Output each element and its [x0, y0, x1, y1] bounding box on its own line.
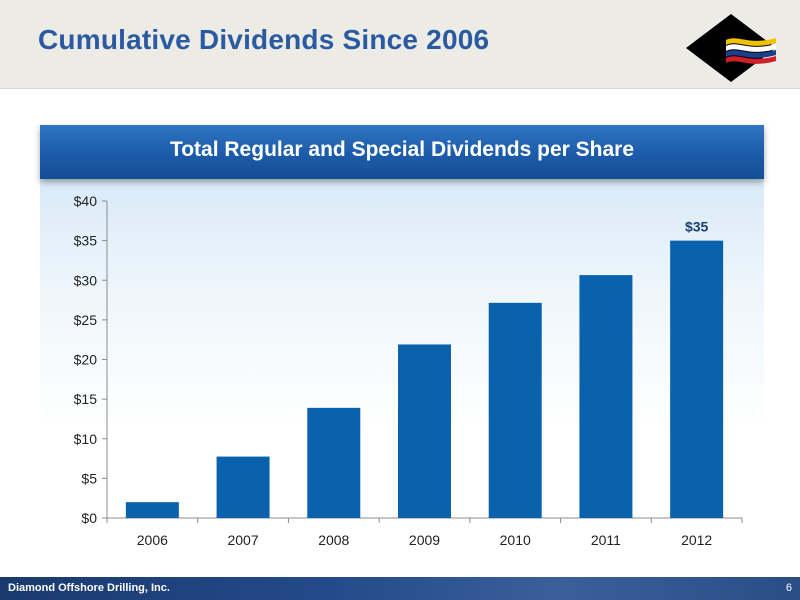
x-tick-label: 2011 — [591, 532, 621, 548]
bar-2007 — [216, 456, 270, 518]
y-tick-label: $20 — [74, 352, 98, 368]
y-tick-label: $10 — [74, 431, 98, 447]
chart-header: Total Regular and Special Dividends per … — [40, 125, 764, 179]
bar-2006 — [125, 502, 179, 518]
y-tick-label: $25 — [74, 312, 98, 328]
bar-2010 — [488, 302, 542, 518]
slide-title: Cumulative Dividends Since 2006 — [38, 24, 490, 55]
y-tick-label: $30 — [74, 272, 98, 288]
y-tick-label: $0 — [81, 510, 97, 526]
bar-2009 — [398, 344, 451, 518]
x-tick-label: 2006 — [137, 532, 168, 548]
bar-2012 — [670, 240, 724, 518]
x-tick-label: 2010 — [500, 532, 531, 548]
y-tick-label: $15 — [74, 391, 98, 407]
diamond-flag-logo-icon — [686, 14, 776, 82]
y-tick-label: $40 — [74, 193, 98, 209]
footer-bar: Diamond Offshore Drilling, Inc. 6 — [0, 577, 800, 600]
y-tick-label: $35 — [74, 233, 98, 249]
x-tick-label: 2007 — [227, 532, 258, 548]
title-bar: Cumulative Dividends Since 2006 — [0, 0, 800, 89]
footer-company: Diamond Offshore Drilling, Inc. — [8, 582, 170, 594]
x-tick-label: 2012 — [681, 532, 712, 548]
x-tick-label: 2008 — [318, 532, 349, 548]
bar-2011 — [579, 275, 633, 518]
page-number: 6 — [785, 582, 792, 594]
bar-2008 — [307, 407, 361, 518]
chart-title: Total Regular and Special Dividends per … — [169, 138, 635, 161]
y-tick-label: $5 — [81, 470, 97, 486]
x-tick-label: 2009 — [409, 532, 440, 548]
data-label-2012: $35 — [685, 219, 709, 235]
